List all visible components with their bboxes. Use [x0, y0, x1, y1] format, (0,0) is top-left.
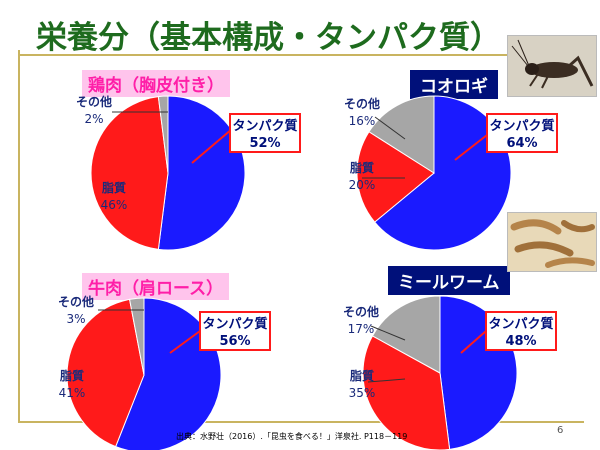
- cricket-leader-protein: [454, 134, 488, 161]
- mealworm-slice-other: [371, 295, 441, 374]
- mealworm-photo: [507, 212, 597, 272]
- cricket-slice-protein: [373, 95, 512, 251]
- chicken-value-protein: 52%: [249, 136, 280, 151]
- mealworm-label-other: その他: [343, 304, 379, 319]
- chicken-value-other: 2%: [84, 112, 103, 126]
- cricket-value-other: 16%: [349, 114, 376, 128]
- mealworm-value-other: 17%: [348, 322, 375, 336]
- mealworm-slice-fat: [362, 335, 451, 450]
- chicken-slice-other: [157, 95, 169, 174]
- chicken-label-other: その他: [76, 94, 112, 109]
- cricket-label-protein: タンパク質: [489, 118, 554, 134]
- cricket-slice-fat: [356, 131, 435, 223]
- chicken-label-protein: タンパク質: [232, 118, 297, 134]
- mealworm-label-fat: 脂質: [349, 368, 374, 383]
- chicken-leader-protein: [191, 128, 233, 164]
- mealworm-chart-title: ミールワーム: [388, 266, 510, 295]
- mealworm-value-fat: 35%: [349, 386, 376, 400]
- cricket-label-fat: 脂質: [349, 160, 374, 175]
- source-citation: 出典：水野壮（2016）.「昆虫を食べる！」洋泉社. P118－119: [176, 432, 408, 441]
- beef-slice-fat: [66, 298, 145, 448]
- beef-protein-box: [199, 311, 271, 351]
- beef-chart-title: 牛肉（肩ロース）: [82, 273, 230, 300]
- cricket-photo: [507, 35, 597, 97]
- cricket-value-fat: 20%: [349, 178, 376, 192]
- beef-label-fat: 脂質: [59, 368, 84, 383]
- left-divider: [18, 50, 20, 422]
- beef-value-other: 3%: [66, 312, 85, 326]
- mealworm-leader-protein: [460, 330, 487, 354]
- beef-label-other: その他: [58, 294, 94, 309]
- mealworm-value-protein: 48%: [505, 334, 536, 349]
- cricket-label-other: その他: [344, 96, 380, 111]
- cricket-chart-title: コオロギ: [410, 70, 498, 99]
- cricket-slice-other: [368, 95, 435, 174]
- cricket-value-protein: 64%: [506, 136, 537, 151]
- mealworm-leader-other: [370, 325, 406, 341]
- chicken-slice-protein: [157, 95, 246, 251]
- top-divider: [18, 54, 584, 56]
- bottom-divider: [18, 421, 584, 423]
- mealworm-protein-box: [485, 311, 557, 351]
- beef-value-protein: 56%: [219, 334, 250, 349]
- beef-slice-other: [128, 297, 145, 376]
- chicken-protein-box: [229, 113, 301, 153]
- cricket-protein-box: [486, 113, 558, 153]
- page-number: 6: [557, 425, 564, 436]
- beef-leader-protein: [169, 330, 201, 354]
- cricket-leader-other: [374, 116, 406, 140]
- beef-value-fat: 41%: [59, 386, 86, 400]
- chicken-chart-title: 鶏肉（胸皮付き）: [82, 70, 230, 97]
- chicken-label-fat: 脂質: [101, 180, 126, 195]
- slide-title: 栄養分（基本構成・タンパク質）: [36, 20, 501, 56]
- chicken-value-fat: 46%: [101, 198, 128, 212]
- mealworm-leader-fat: [367, 378, 406, 383]
- beef-label-protein: タンパク質: [202, 316, 267, 332]
- mealworm-label-protein: タンパク質: [488, 316, 553, 332]
- chicken-slice-fat: [90, 96, 169, 250]
